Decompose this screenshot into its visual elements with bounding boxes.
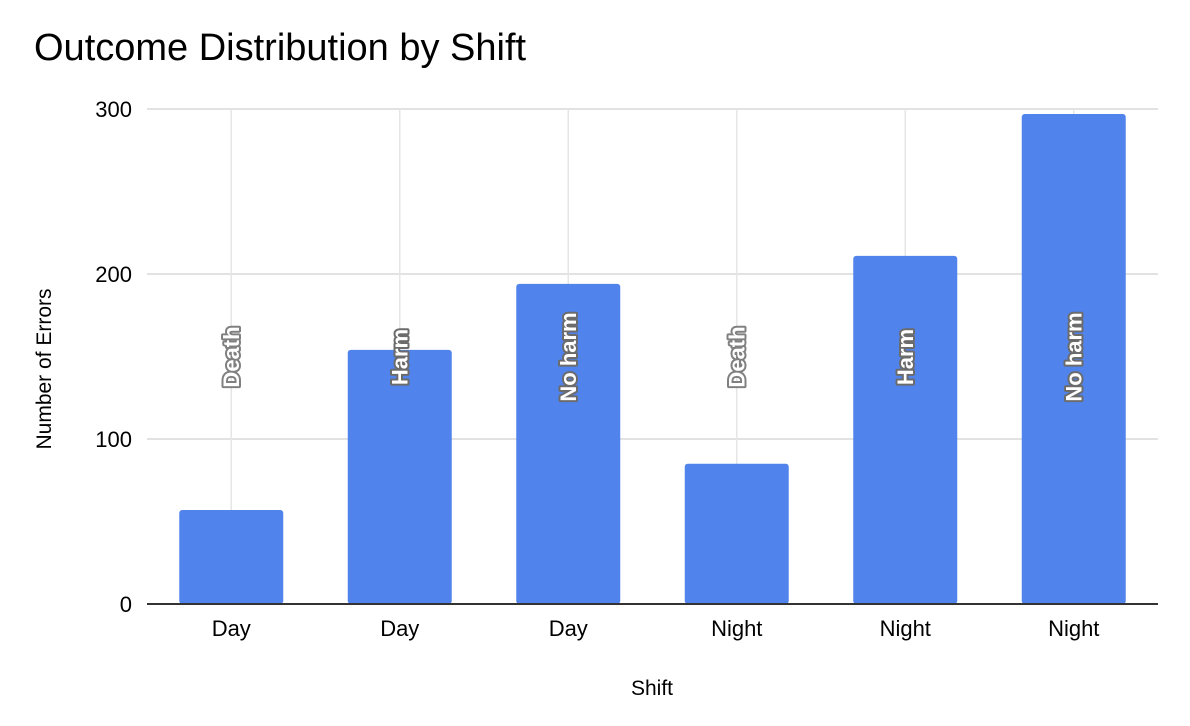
grid-layer bbox=[147, 108, 1158, 604]
bar-data-label: Death bbox=[724, 326, 749, 387]
y-axis-title: Number of Errors bbox=[33, 288, 56, 449]
bar bbox=[516, 283, 621, 604]
x-tick-label: Day bbox=[212, 616, 251, 641]
bar bbox=[347, 349, 452, 604]
y-tick-label: 100 bbox=[95, 427, 132, 452]
x-tick-label: Night bbox=[880, 616, 931, 641]
bar-data-label: No harm bbox=[1061, 312, 1086, 401]
bar bbox=[853, 255, 958, 604]
x-tick-label: Night bbox=[1048, 616, 1099, 641]
x-tick-label: Day bbox=[380, 616, 419, 641]
bar-data-label: Harm bbox=[387, 329, 412, 385]
bar bbox=[684, 463, 789, 604]
chart-title: Outcome Distribution by Shift bbox=[34, 27, 527, 69]
y-tick-label: 0 bbox=[120, 592, 132, 617]
x-axis-title: Shift bbox=[631, 677, 673, 700]
bar-data-label: Harm bbox=[893, 329, 918, 385]
axis-layer: 0 100 200 300 Day Day Day Night Night Night bbox=[95, 97, 1158, 641]
bar bbox=[1021, 113, 1126, 604]
x-tick-label: Day bbox=[549, 616, 588, 641]
y-tick-label: 300 bbox=[95, 97, 132, 122]
y-tick-label: 200 bbox=[95, 262, 132, 287]
bar-layer bbox=[179, 113, 1126, 604]
bar bbox=[179, 509, 284, 604]
bar-label-layer: Death Harm No harm Death Harm No harm bbox=[217, 310, 1089, 403]
x-tick-label: Night bbox=[711, 616, 762, 641]
bar-data-label: No harm bbox=[556, 312, 581, 401]
bar-data-label: Death bbox=[219, 326, 244, 387]
